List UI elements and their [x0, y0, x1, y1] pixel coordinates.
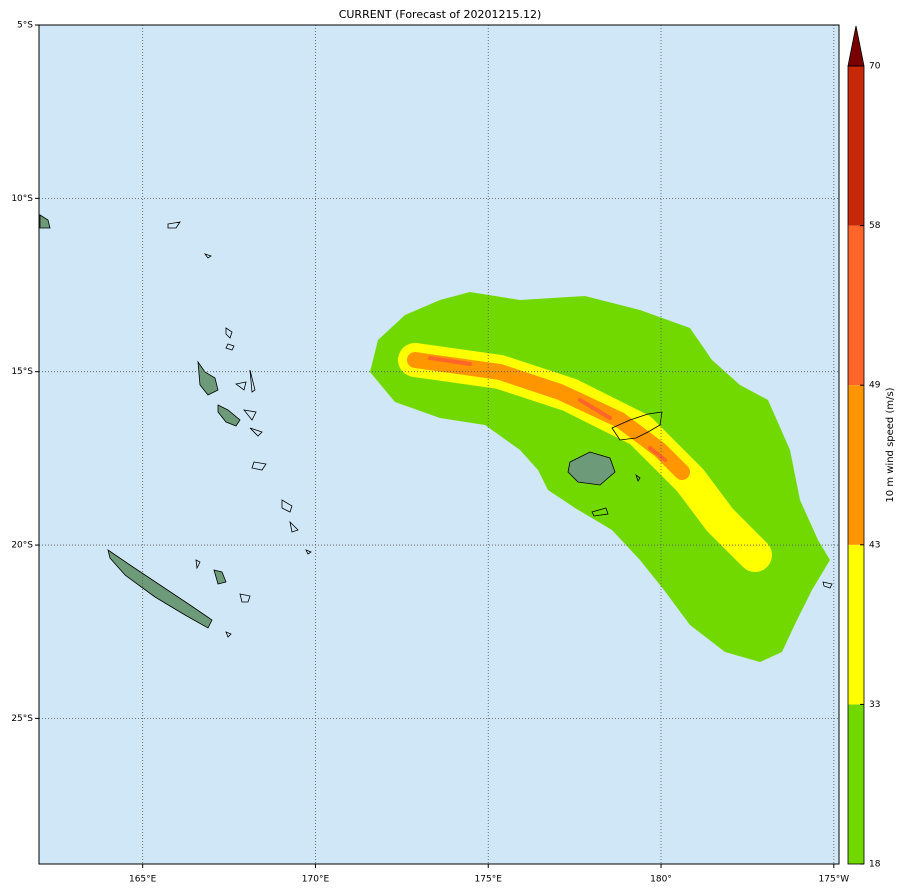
x-tick-label: 180°: [650, 875, 672, 885]
y-tick-label: 10°S: [11, 194, 33, 204]
y-tick-label: 5°S: [17, 21, 33, 31]
colorbar-tick-label: 33: [869, 700, 880, 710]
map-frame: [38, 24, 840, 865]
colorbar-tick-label: 43: [869, 540, 880, 550]
coastlines: [39, 214, 833, 638]
colorbar-frame: [847, 65, 865, 865]
colorbar-segment: [848, 66, 864, 226]
colorbar-label: 10 m wind speed (m/s): [885, 387, 896, 502]
x-tick-label: 170°E: [302, 875, 330, 885]
y-tick-label: 20°S: [11, 541, 33, 551]
colorbar-segment: [848, 225, 864, 386]
colorbar-tick-label: 58: [869, 221, 881, 231]
colorbar-extend: [847, 25, 865, 67]
x-tick-label: 175°E: [475, 875, 503, 885]
x-tick-label: 175°W: [819, 875, 850, 885]
colorbar-segment: [848, 385, 864, 545]
colorbar-segment: [848, 704, 864, 864]
colorbar-tick-label: 49: [869, 381, 881, 391]
title: CURRENT (Forecast of 20201215.12): [339, 8, 542, 21]
colorbar-tick-label: 18: [869, 860, 881, 870]
colorbar-tick-label: 70: [869, 62, 881, 72]
y-tick-label: 25°S: [11, 714, 33, 724]
x-tick-label: 165°E: [129, 875, 157, 885]
y-tick-label: 15°S: [11, 367, 33, 377]
colorbar-segment: [848, 544, 864, 705]
